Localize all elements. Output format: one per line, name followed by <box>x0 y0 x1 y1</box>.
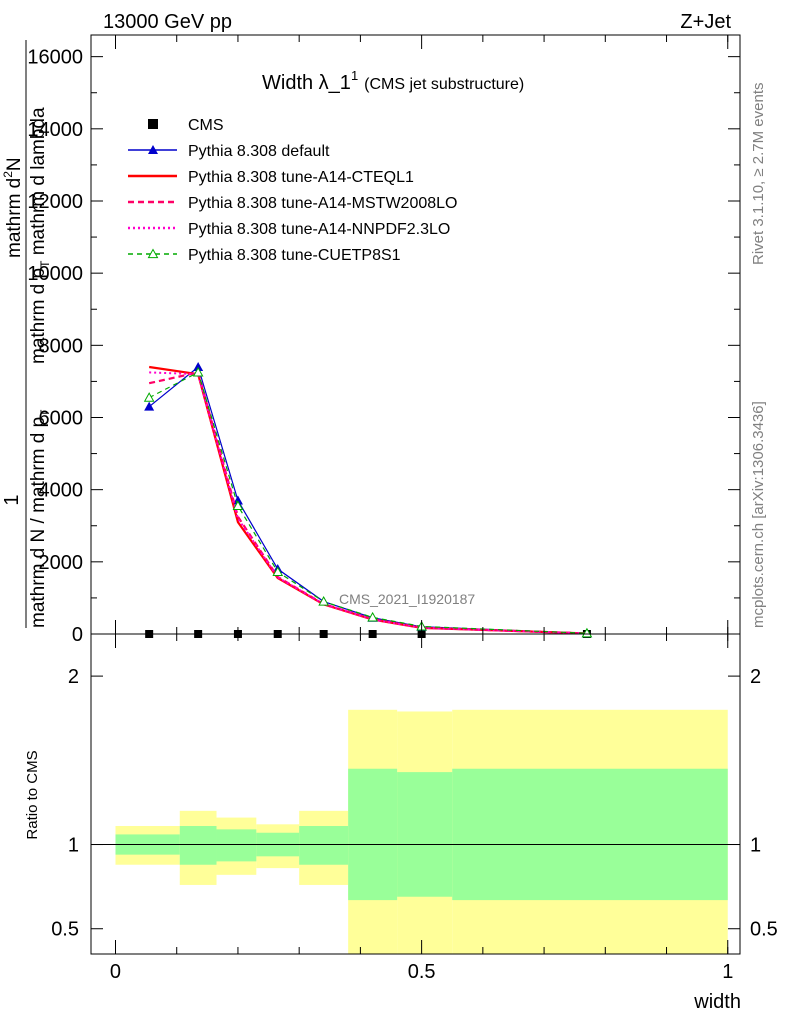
axis-ticks <box>91 35 740 954</box>
series-line-1 <box>148 365 587 634</box>
legend: CMS Pythia 8.308 default Pythia 8.308 tune… <box>128 117 457 264</box>
x-axis-label: width <box>693 991 741 1013</box>
series-5-point-5 <box>367 611 378 622</box>
ratio-band-inner-6 <box>397 772 453 897</box>
legend-label-0: CMS <box>188 117 224 134</box>
plot-title: Width λ_11 (CMS jet substructure) <box>262 68 524 94</box>
ratio-band-inner-4 <box>299 826 349 865</box>
series-5-point-0 <box>143 392 155 402</box>
legend-label-3: Pythia 8.308 tune-A14-MSTW2008LO <box>188 195 457 212</box>
legend-label-2: Pythia 8.308 tune-A14-CTEQL1 <box>188 169 414 186</box>
ratio-plot-frame <box>90 633 741 955</box>
main-ytick-label-6: 12000 <box>27 191 83 213</box>
main-ylabel: 1 mathrm d N / mathrm d pT mathrm d2N ma… <box>1 40 52 628</box>
xtick-label-1: 0.5 <box>408 961 436 983</box>
main-ytick-label-2: 4000 <box>39 480 84 502</box>
legend-marker-cms <box>148 119 158 129</box>
legend-label-5: Pythia 8.308 tune-CUETP8S1 <box>188 247 401 264</box>
source-label: mcplots.cern.ch [arXiv:1306.3436] <box>750 401 767 628</box>
ratio-band-inner-1 <box>179 826 217 865</box>
ratio-ytick-label-1: 1 <box>68 835 79 857</box>
plot-title-sup: 1 <box>351 68 358 83</box>
series-5-point-1 <box>192 366 204 377</box>
rivet-version-label: Rivet 3.1.10, ≥ 2.7M events <box>750 83 767 266</box>
series-1-point-1 <box>193 361 204 371</box>
energy-label: 13000 GeV pp <box>103 11 232 33</box>
legend-marker-5 <box>147 248 159 259</box>
ratio-ytick-label-right-1: 1 <box>750 835 761 857</box>
analysis-label: CMS_2021_I1920187 <box>339 591 475 607</box>
ylabel-numerator-bottom: mathrm d pT mathrm d lambda <box>28 107 52 364</box>
series-1-point-0 <box>144 401 155 411</box>
series-5-point-4 <box>318 595 330 606</box>
main-ytick-label-8: 16000 <box>27 47 83 69</box>
main-ytick-label-0: 0 <box>72 624 83 646</box>
series-5-point-2 <box>232 500 244 511</box>
ratio-ytick-label-2: 2 <box>68 666 79 688</box>
series-line-4 <box>149 371 587 635</box>
ratio-ytick-label-right-0: 0.5 <box>750 919 778 941</box>
xtick-label-2: 1 <box>722 961 733 983</box>
main-ytick-label-5: 10000 <box>27 263 83 285</box>
ratio-ytick-label-0: 0.5 <box>51 919 79 941</box>
plot-title-sub: (CMS jet substructure) <box>364 76 524 93</box>
axis-tick-labels: 0 2000 4000 6000 8000 10000 12000 14000 16000 0.5… <box>27 47 777 983</box>
series-1-point-2 <box>232 495 243 505</box>
main-ytick-label-1: 2000 <box>39 552 84 574</box>
main-ytick-label-3: 6000 <box>39 407 84 429</box>
series-line-5 <box>148 371 587 634</box>
legend-label-4: Pythia 8.308 tune-A14-NNPDF2.3LO <box>188 221 450 238</box>
series-line-3 <box>148 371 587 635</box>
ratio-ytick-label-right-2: 2 <box>750 666 761 688</box>
series-5-point-7 <box>581 627 593 638</box>
legend-marker-1 <box>148 145 158 154</box>
ylabel-denominator: mathrm d N / mathrm d pT <box>28 409 52 628</box>
ratio-ylabel: Ratio to CMS <box>24 750 41 839</box>
ratio-band-inner-2 <box>216 829 257 862</box>
ylabel-one: 1 <box>1 494 23 505</box>
series-5-point-3 <box>272 566 284 577</box>
ratio-bands <box>91 709 740 954</box>
main-ytick-label-4: 8000 <box>39 335 84 357</box>
xtick-label-0: 0 <box>110 961 121 983</box>
ylabel-numerator-top: mathrm d2N <box>1 157 25 258</box>
main-ytick-label-7: 14000 <box>27 119 83 141</box>
plot-title-main: Width λ_1 <box>262 72 351 94</box>
ratio-band-inner-7 <box>452 768 728 901</box>
process-label: Z+Jet <box>680 11 731 33</box>
ratio-band-inner-5 <box>348 768 398 901</box>
legend-label-1: Pythia 8.308 default <box>188 143 330 160</box>
